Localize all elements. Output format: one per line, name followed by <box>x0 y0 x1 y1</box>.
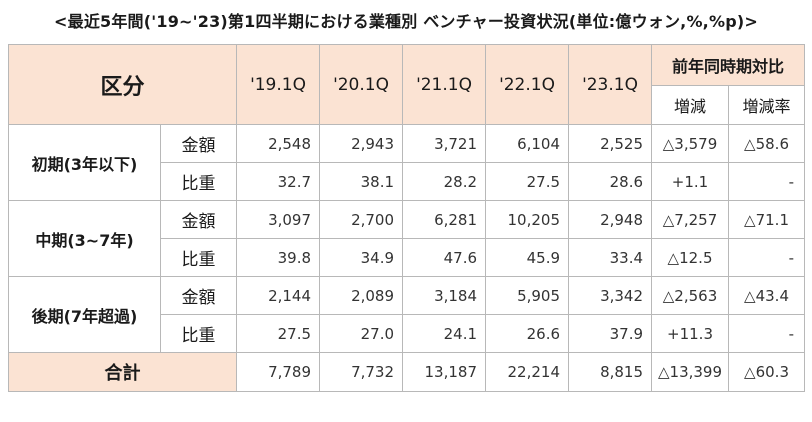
total-row: 合計 7,789 7,732 13,187 22,214 8,815 △13,3… <box>7 352 806 392</box>
header-change-rate: 増減率 <box>728 85 806 125</box>
total-value: 7,732 <box>319 352 404 392</box>
header-yoy: 前年同時期対比 <box>651 44 806 86</box>
cell-rate: - <box>728 238 806 277</box>
table-row: 初期(3年以下) 金額 2,548 2,943 3,721 6,104 2,52… <box>8 124 806 201</box>
cell-value: 2,144 <box>236 276 321 315</box>
row-label: 比重 <box>159 238 238 277</box>
cell-value: 2,700 <box>319 200 404 239</box>
cell-value: 32.7 <box>236 162 321 201</box>
row-label: 比重 <box>159 162 238 201</box>
total-value: 7,789 <box>236 352 321 392</box>
header-year: '22.1Q <box>485 44 570 125</box>
header-year: '19.1Q <box>236 44 321 125</box>
cell-value: 5,905 <box>485 276 570 315</box>
cell-change: △7,257 <box>651 200 730 239</box>
total-value: 22,214 <box>485 352 570 392</box>
row-label: 比重 <box>159 314 238 353</box>
cell-value: 3,184 <box>402 276 487 315</box>
group-label: 初期(3年以下) <box>8 124 161 201</box>
header-category: 区分 <box>7 44 238 125</box>
cell-value: 45.9 <box>485 238 570 277</box>
cell-value: 38.1 <box>319 162 404 201</box>
cell-change: △2,563 <box>651 276 730 315</box>
cell-value: 3,097 <box>236 200 321 239</box>
table-row: 比重 32.7 38.1 28.2 27.5 28.6 +1.1 - <box>9 162 806 201</box>
cell-value: 26.6 <box>485 314 570 353</box>
cell-rate: △43.4 <box>728 276 806 315</box>
cell-rate: △71.1 <box>728 200 806 239</box>
cell-value: 3,342 <box>568 276 653 315</box>
cell-rate: - <box>728 314 806 353</box>
cell-value: 27.0 <box>319 314 404 353</box>
header-year: '21.1Q <box>402 44 487 125</box>
venture-investment-table: 区分 '19.1Q '20.1Q '21.1Q '22.1Q '23.1Q 前年… <box>7 44 806 392</box>
group-label: 中期(3~7年) <box>8 200 161 277</box>
cell-value: 28.6 <box>568 162 653 201</box>
cell-value: 39.8 <box>236 238 321 277</box>
group-label: 後期(7年超過) <box>8 276 161 353</box>
cell-change: +1.1 <box>651 162 730 201</box>
total-value: 8,815 <box>568 352 653 392</box>
cell-value: 6,104 <box>485 124 570 163</box>
cell-value: 33.4 <box>568 238 653 277</box>
cell-value: 24.1 <box>402 314 487 353</box>
cell-value: 27.5 <box>236 314 321 353</box>
cell-value: 37.9 <box>568 314 653 353</box>
cell-value: 2,089 <box>319 276 404 315</box>
total-rate: △60.3 <box>728 352 806 392</box>
row-label: 金額 <box>159 200 238 239</box>
cell-value: 27.5 <box>485 162 570 201</box>
table-title: <最近5年間('19~'23)第1四半期における業種別 ベンチャー投資状況(単位… <box>54 12 758 31</box>
table-row: 中期(3~7年) 金額 3,097 2,700 6,281 10,205 2,9… <box>8 200 806 277</box>
total-label: 合計 <box>7 352 238 392</box>
cell-rate: - <box>728 162 806 201</box>
cell-value: 6,281 <box>402 200 487 239</box>
cell-change: △3,579 <box>651 124 730 163</box>
table-row: 後期(7年超過) 金額 2,144 2,089 3,184 5,905 3,34… <box>8 276 806 353</box>
total-value: 13,187 <box>402 352 487 392</box>
cell-value: 2,943 <box>319 124 404 163</box>
header-change: 増減 <box>651 85 730 125</box>
cell-value: 2,548 <box>236 124 321 163</box>
cell-value: 2,525 <box>568 124 653 163</box>
row-label: 金額 <box>159 124 238 163</box>
cell-change: △12.5 <box>651 238 730 277</box>
cell-change: +11.3 <box>651 314 730 353</box>
cell-value: 28.2 <box>402 162 487 201</box>
cell-value: 10,205 <box>485 200 570 239</box>
cell-rate: △58.6 <box>728 124 806 163</box>
cell-value: 3,721 <box>402 124 487 163</box>
total-change: △13,399 <box>651 352 730 392</box>
header-year: '23.1Q <box>568 44 653 125</box>
cell-value: 2,948 <box>568 200 653 239</box>
cell-value: 34.9 <box>319 238 404 277</box>
cell-value: 47.6 <box>402 238 487 277</box>
table-row: 比重 27.5 27.0 24.1 26.6 37.9 +11.3 - <box>9 314 806 353</box>
header-year: '20.1Q <box>319 44 404 125</box>
row-label: 金額 <box>159 276 238 315</box>
